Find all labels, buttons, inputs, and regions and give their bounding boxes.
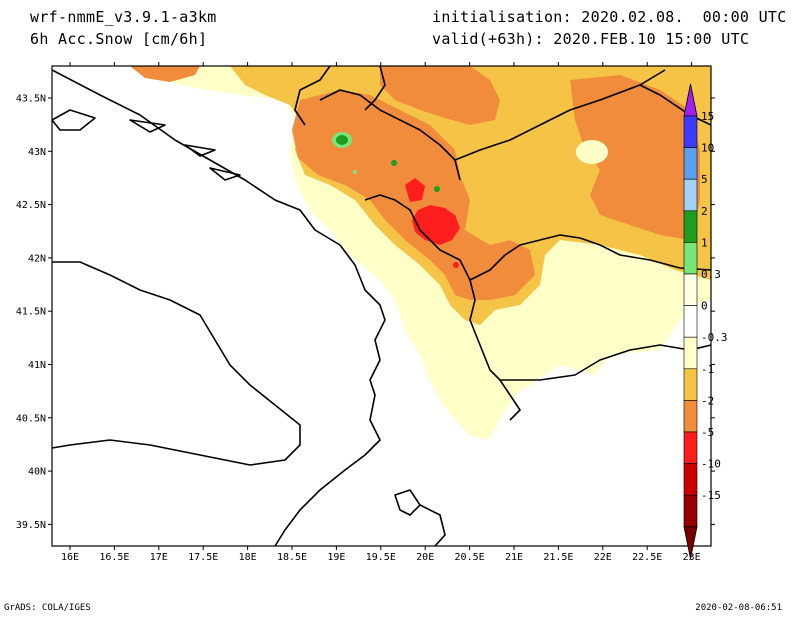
colorbar-box: [683, 273, 698, 306]
colorbar-box: [683, 178, 698, 212]
green-spot-east: [434, 186, 440, 192]
colorbar-label: -5: [701, 426, 714, 439]
lon-label: 21E: [505, 552, 523, 563]
lon-label: 17E: [150, 552, 168, 563]
green-spot-core: [336, 135, 348, 145]
very-heavy-snow-dot: [453, 262, 459, 268]
colorbar-box: [683, 400, 698, 433]
lon-label: 19.5E: [366, 552, 396, 563]
colorbar-label: 10: [701, 142, 714, 155]
colorbar: 15 10 5 2 1 0.3 0 -0.3 -1 -2 -5 -10 -15: [683, 83, 728, 559]
lat-label: 40N: [28, 467, 46, 478]
credit-label: GrADS: COLA/IGES: [4, 603, 91, 613]
lon-label: 20E: [416, 552, 434, 563]
lat-label: 43N: [28, 147, 46, 158]
colorbar-label: 0: [701, 300, 708, 313]
lon-label: 16E: [61, 552, 79, 563]
lon-label: 20.5E: [455, 552, 485, 563]
valid-time: valid(+63h): 2020.FEB.10 15:00 UTC: [432, 30, 750, 48]
green-spot-tiny: [353, 170, 357, 174]
colorbar-label: -15: [701, 489, 721, 502]
heavy-snow-area-nw: [130, 66, 200, 82]
init-time: initialisation: 2020.02.08. 00:00 UTC: [432, 8, 787, 26]
very-heavy-snow-spot: [405, 178, 425, 202]
colorbar-label: -2: [701, 394, 714, 407]
colorbar-box: [683, 305, 698, 338]
model-title: wrf-nmmE_v3.9.1-a3km: [30, 8, 217, 26]
colorbar-box: [683, 463, 698, 496]
lat-label: 39.5N: [16, 520, 46, 531]
colorbar-box: [683, 210, 698, 243]
colorbar-label: 15: [701, 110, 714, 123]
axis-ticks: 43.5N 43N 42.5N 42N 41.5N 41N 40.5N 40N 39.5N 16E…: [16, 62, 715, 563]
heavy-snow-area-north: [380, 66, 500, 125]
colorbar-label: -0.3: [701, 331, 728, 344]
map-frame: [51, 65, 712, 547]
lon-label: 22E: [594, 552, 612, 563]
green-spot-small: [391, 160, 397, 166]
colorbar-box: [683, 431, 698, 464]
coastlines: [52, 69, 446, 546]
lat-label: 40.5N: [16, 413, 46, 424]
lat-label: 41.5N: [16, 307, 46, 318]
lon-label: 18E: [239, 552, 257, 563]
colorbar-box: [683, 147, 698, 180]
colorbar-box: [683, 368, 698, 401]
danube-border: [639, 84, 711, 126]
lon-label: 23E: [683, 552, 701, 563]
lon-label: 17.5E: [188, 552, 218, 563]
colorbar-box: [683, 336, 698, 370]
colorbar-box: [683, 242, 698, 275]
colorbar-label: 0.3: [701, 268, 721, 281]
lon-label: 22.5E: [632, 552, 662, 563]
heavy-snow-area-east: [570, 75, 700, 240]
colorbar-box: [683, 494, 698, 528]
colorbar-label: 2: [701, 205, 708, 218]
field-title: 6h Acc.Snow [cm/6h]: [30, 30, 208, 48]
colorbar-label: 1: [701, 236, 708, 249]
lon-label: 18.5E: [277, 552, 307, 563]
lat-label: 41N: [28, 360, 46, 371]
lon-label: 19E: [327, 552, 345, 563]
colorbar-label: 5: [701, 173, 708, 186]
colorbar-box: [683, 115, 698, 148]
colorbar-bottom-arrow: [683, 526, 698, 559]
lat-label: 43.5N: [16, 94, 46, 105]
lat-label: 42N: [28, 253, 46, 264]
lon-label: 16.5E: [99, 552, 129, 563]
timestamp-label: 2020-02-08-06:51: [695, 603, 782, 613]
colorbar-label: -10: [701, 458, 721, 471]
colorbar-label: -1: [701, 363, 714, 376]
snow-fields: [52, 66, 711, 546]
lon-label: 21.5E: [543, 552, 573, 563]
lat-label: 42.5N: [16, 200, 46, 211]
clear-patch: [576, 140, 608, 164]
